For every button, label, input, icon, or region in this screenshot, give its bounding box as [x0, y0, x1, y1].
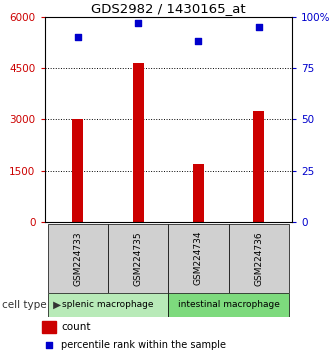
Point — [75, 34, 81, 40]
Text: percentile rank within the sample: percentile rank within the sample — [61, 340, 226, 350]
Bar — [168, 224, 229, 293]
Bar — [229, 224, 289, 293]
Bar — [133, 63, 144, 222]
Point — [256, 24, 261, 30]
Point — [196, 39, 201, 44]
Text: cell type  ▶: cell type ▶ — [2, 300, 61, 310]
Text: splenic macrophage: splenic macrophage — [62, 300, 154, 309]
Bar — [253, 111, 264, 222]
Text: GSM224736: GSM224736 — [254, 231, 263, 286]
Bar — [108, 224, 168, 293]
Bar — [42, 321, 56, 333]
Text: GSM224734: GSM224734 — [194, 231, 203, 285]
Text: GSM224733: GSM224733 — [73, 231, 82, 286]
Text: count: count — [61, 322, 91, 332]
Point — [136, 20, 141, 25]
Bar — [193, 164, 204, 222]
Text: intestinal macrophage: intestinal macrophage — [178, 300, 280, 309]
Bar — [168, 293, 289, 317]
Bar — [48, 224, 108, 293]
Point — [46, 342, 51, 348]
Text: GSM224735: GSM224735 — [134, 231, 143, 286]
Bar — [72, 119, 83, 222]
Bar — [48, 293, 168, 317]
Title: GDS2982 / 1430165_at: GDS2982 / 1430165_at — [91, 2, 246, 16]
